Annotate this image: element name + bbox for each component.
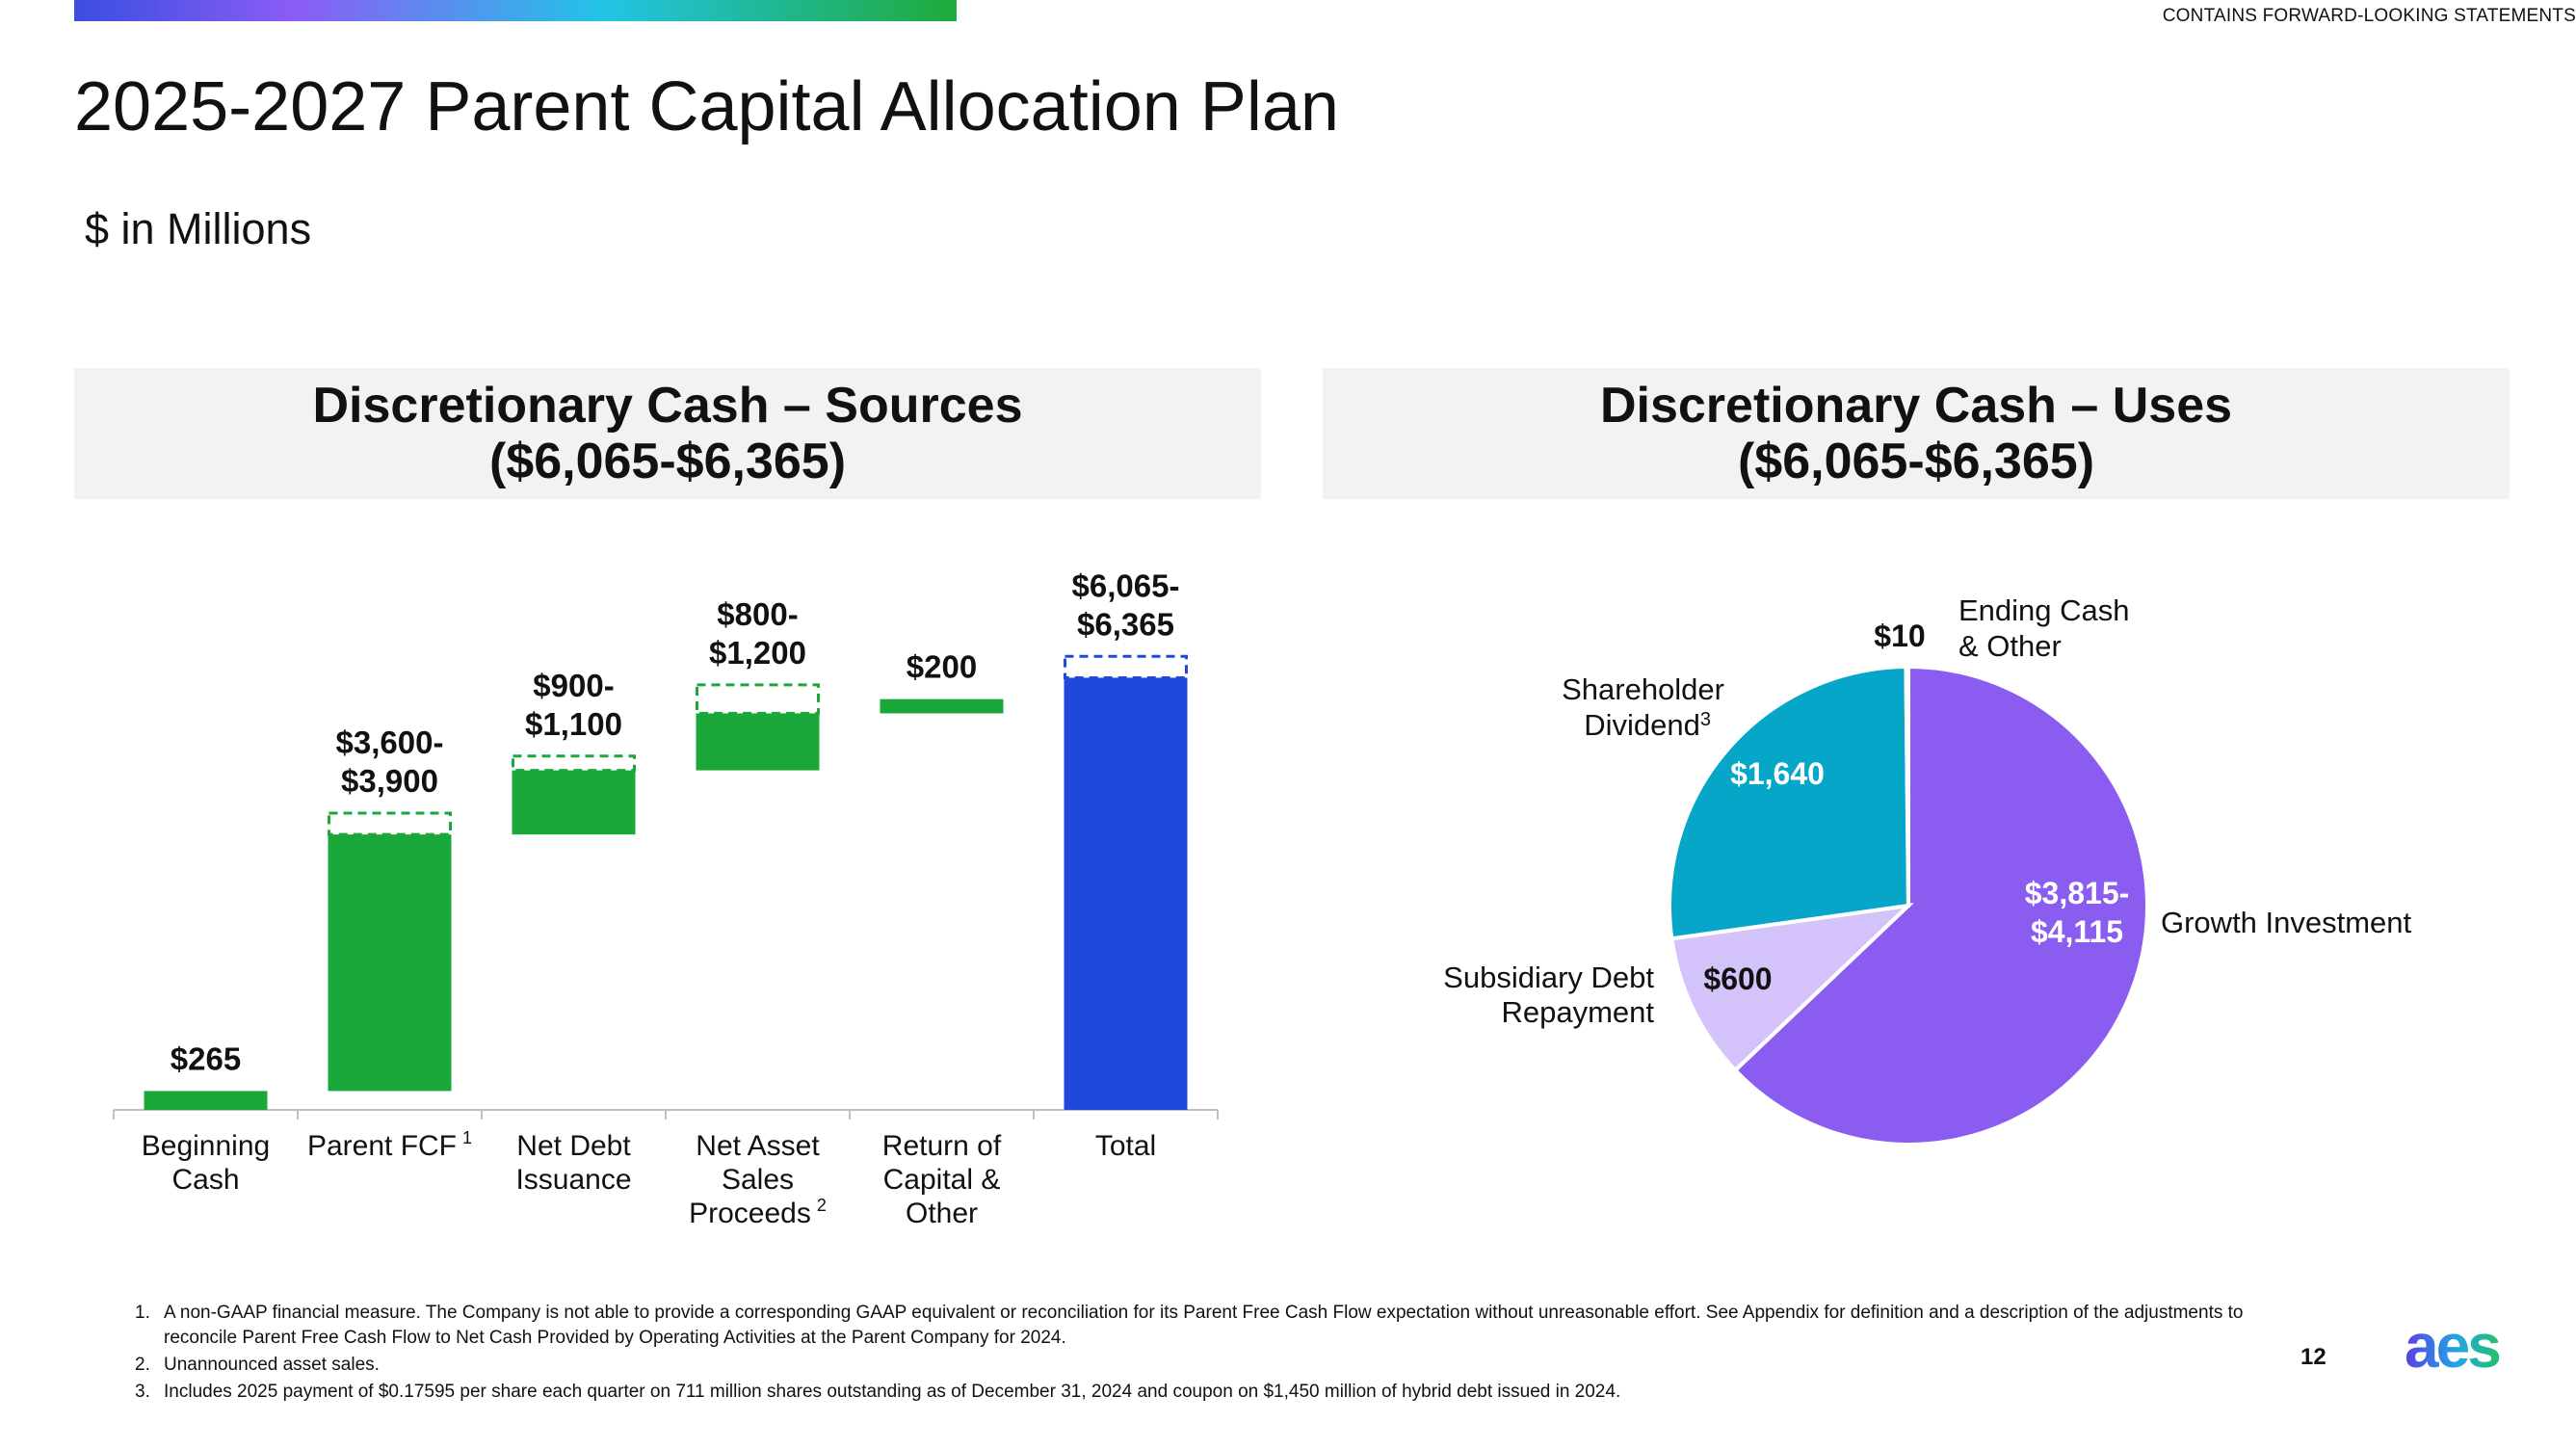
sources-panel-header: Discretionary Cash – Sources ($6,065-$6,… xyxy=(74,368,1261,499)
pie-name-label-0: Growth Investment xyxy=(2161,906,2412,939)
category-label-4: Return of Capital & Other xyxy=(882,1130,1002,1229)
pie-name-label-3: Ending Cash & Other xyxy=(1958,593,2130,663)
waterfall-value-label-0: $265 xyxy=(171,1041,241,1076)
uses-title-line1: Discretionary Cash – Uses xyxy=(1599,378,2233,434)
waterfall-bar-1 xyxy=(328,834,452,1092)
footnote-3: 3. Includes 2025 payment of $0.17595 per… xyxy=(135,1382,1621,1402)
forward-looking-notice: CONTAINS FORWARD-LOOKING STATEMENTS xyxy=(2162,6,2576,26)
pie-chart: $3,815-$4,115 Growth Investment $600 Subsid… xyxy=(1443,593,2412,1146)
waterfall-value-label-5: $6,065-$6,365 xyxy=(1072,567,1180,642)
category-label-0: Beginning Cash xyxy=(142,1130,270,1196)
aes-logo: aes xyxy=(2405,1311,2510,1393)
waterfall-bar-3 xyxy=(696,713,820,771)
footnote-2: 2. Unannounced asset sales. xyxy=(135,1355,380,1375)
waterfall-bar-0 xyxy=(144,1091,268,1110)
waterfall-bar-2 xyxy=(512,770,636,835)
pie-value-label-0: $3,815-$4,115 xyxy=(2025,876,2130,949)
waterfall-bar-4 xyxy=(880,698,1004,714)
sources-title-line1: Discretionary Cash – Sources xyxy=(312,378,1023,434)
waterfall-value-label-1: $3,600-$3,900 xyxy=(336,724,444,799)
pie-slice-3 xyxy=(1904,664,1910,907)
page-title: 2025-2027 Parent Capital Allocation Plan xyxy=(74,68,1339,145)
category-label-3: Net Asset Sales Proceeds 2 xyxy=(689,1130,827,1229)
pie-slice-1 xyxy=(1669,903,1914,1073)
pie-value-label-1: $600 xyxy=(1703,962,1772,996)
footnotes: 1. A non-GAAP financial measure. The Com… xyxy=(135,1301,2283,1407)
category-label-2: Net Debt Issuance xyxy=(515,1130,631,1196)
pie-name-label-1: Subsidiary Debt Repayment xyxy=(1443,961,1654,1029)
pie-slice-2 xyxy=(1668,664,1911,941)
svg-text:aes: aes xyxy=(2405,1321,2499,1379)
pie-slice-0 xyxy=(1732,664,2149,1146)
waterfall-value-label-2: $900-$1,100 xyxy=(525,668,622,742)
brand-gradient-bar xyxy=(74,0,957,21)
units-subtitle: $ in Millions xyxy=(85,204,312,253)
waterfall-bar-5 xyxy=(1064,677,1188,1110)
uses-title-line2: ($6,065-$6,365) xyxy=(1737,434,2095,489)
waterfall-range-5 xyxy=(1064,654,1188,679)
pie-value-label-2: $1,640 xyxy=(1730,756,1825,791)
uses-panel-header: Discretionary Cash – Uses ($6,065-$6,365… xyxy=(1323,368,2510,499)
waterfall-value-label-3: $800-$1,200 xyxy=(709,596,806,671)
waterfall-range-1 xyxy=(328,811,452,836)
page-number: 12 xyxy=(2300,1344,2326,1370)
pie-value-label-3: $10 xyxy=(1874,619,1925,653)
waterfall-range-3 xyxy=(696,683,820,715)
pie-name-label-2: Shareholder Dividend3 xyxy=(1562,672,1724,742)
footnote-1: 1. A non-GAAP financial measure. The Com… xyxy=(135,1303,2244,1348)
waterfall-range-2 xyxy=(512,754,636,773)
sources-title-line2: ($6,065-$6,365) xyxy=(488,434,847,489)
category-label-1: Parent FCF 1 xyxy=(307,1128,472,1162)
charts-canvas: $265 Beginning Cash $3,600-$3,900 Parent FCF… xyxy=(113,567,2412,1229)
waterfall-value-label-4: $200 xyxy=(907,649,977,685)
waterfall-chart: $265 Beginning Cash $3,600-$3,900 Parent FCF… xyxy=(113,567,1219,1229)
category-label-5: Total xyxy=(1095,1130,1156,1162)
